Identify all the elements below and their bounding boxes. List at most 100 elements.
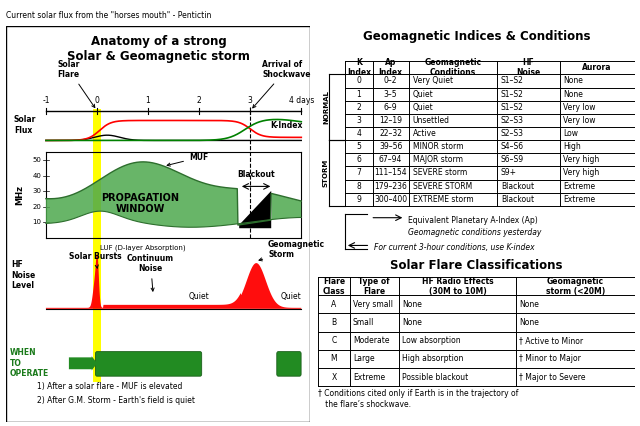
Text: 4 days: 4 days [289,96,314,105]
FancyArrow shape [69,356,97,371]
Text: 10: 10 [33,219,42,225]
Text: X: X [332,372,337,382]
Text: Quiet: Quiet [413,89,433,98]
Polygon shape [46,254,301,309]
Text: PROPAGATION
WINDOW: PROPAGATION WINDOW [101,193,179,214]
Text: 50: 50 [33,157,42,163]
Text: Solar Bursts: Solar Bursts [69,252,122,268]
Polygon shape [46,162,239,227]
Text: Flare
Class: Flare Class [323,276,345,296]
Text: 22–32: 22–32 [379,129,402,138]
Text: S2–S3: S2–S3 [501,116,524,125]
Text: 2) After G.M. Storm - Earth's field is quiet: 2) After G.M. Storm - Earth's field is q… [37,396,195,405]
Text: 0: 0 [356,76,361,86]
Text: None: None [519,300,539,309]
Text: † Major to Severe: † Major to Severe [519,372,586,382]
Text: Current solar flux from the "horses mouth" - Pentictin: Current solar flux from the "horses mout… [6,11,212,20]
Text: Quiet: Quiet [281,292,301,301]
Text: 0–2: 0–2 [384,76,397,86]
Text: 2: 2 [356,103,361,112]
Text: Type of
Flare: Type of Flare [358,276,390,296]
Text: Equivalent Planetary A-Index (Ap): Equivalent Planetary A-Index (Ap) [408,216,538,225]
Text: M: M [331,354,337,363]
Text: C: C [332,336,337,345]
Text: K-Index: K-Index [271,121,303,130]
Text: 1) After a solar flare - MUF is elevated: 1) After a solar flare - MUF is elevated [37,382,182,391]
Text: Aurora: Aurora [582,63,612,72]
Text: S2–S3: S2–S3 [501,129,524,138]
Text: 30: 30 [33,188,42,194]
Text: Very low: Very low [563,116,596,125]
Text: Geomagnetic
storm (<20M): Geomagnetic storm (<20M) [546,276,605,296]
Text: S1–S2: S1–S2 [501,89,524,98]
Text: Arrival of
Shockwave: Arrival of Shockwave [253,60,311,108]
Text: Very high: Very high [563,155,600,164]
Text: Blackout: Blackout [501,181,534,190]
Text: 67–94: 67–94 [379,155,403,164]
Text: Ap
Index: Ap Index [379,58,403,78]
Text: 5: 5 [356,142,361,151]
Text: S1–S2: S1–S2 [501,103,524,112]
Text: Large: Large [353,354,374,363]
Text: Geomagnetic
Conditions: Geomagnetic Conditions [424,58,481,78]
Text: Quiet: Quiet [189,292,209,301]
Text: None: None [563,76,583,86]
Text: Quiet: Quiet [413,103,433,112]
Text: S4–S6: S4–S6 [501,142,524,151]
Text: 3: 3 [248,96,253,105]
Text: HF
Noise
Level: HF Noise Level [11,260,35,290]
Text: Solar
Flare: Solar Flare [58,60,95,107]
Text: Geomagnetic
Storm: Geomagnetic Storm [259,240,325,261]
Text: 3: 3 [356,116,361,125]
Text: Extreme: Extreme [563,195,595,204]
FancyBboxPatch shape [276,351,301,376]
Text: 20: 20 [33,204,42,210]
Text: WHEN
TO
OPERATE: WHEN TO OPERATE [10,348,49,378]
Text: HF
Noise: HF Noise [516,58,540,78]
FancyBboxPatch shape [95,351,202,376]
Bar [93,109,101,382]
Text: None: None [402,300,422,309]
Text: 1: 1 [146,96,150,105]
Text: High: High [563,142,581,151]
Text: Moderate: Moderate [353,336,389,345]
Text: Active: Active [413,129,436,138]
Text: None: None [563,89,583,98]
Text: 111–154: 111–154 [374,168,407,178]
Text: A: A [332,300,337,309]
Text: Small: Small [353,318,374,327]
Text: 39–56: 39–56 [379,142,403,151]
Text: 4: 4 [356,129,361,138]
Text: LUF (D-layer Absorption): LUF (D-layer Absorption) [100,245,186,251]
Text: Extreme: Extreme [563,181,595,190]
Text: Solar Flare Classifications: Solar Flare Classifications [390,259,563,272]
Text: SEVERE storm: SEVERE storm [413,168,467,178]
Text: 40: 40 [33,173,42,178]
Text: High absorption: High absorption [402,354,463,363]
Text: 2: 2 [196,96,202,105]
Text: 6–9: 6–9 [384,103,397,112]
Text: Blackout: Blackout [237,170,275,179]
Text: K
Index: K Index [347,58,371,78]
Text: B: B [332,318,337,327]
Text: † Minor to Major: † Minor to Major [519,354,581,363]
Text: MUF: MUF [167,153,208,166]
Text: SEVERE STORM: SEVERE STORM [413,181,472,190]
Text: 3–5: 3–5 [384,89,397,98]
Text: Solar
Flux: Solar Flux [14,115,36,135]
Text: None: None [402,318,422,327]
Text: EXTREME storm: EXTREME storm [413,195,473,204]
Text: None: None [519,318,539,327]
Text: MINOR storm: MINOR storm [413,142,463,151]
Polygon shape [239,191,271,228]
Text: 1: 1 [356,89,361,98]
Text: Continuum
Noise: Continuum Noise [127,254,174,291]
Text: † Conditions cited only if Earth is in the trajectory of
   the flare’s shockwav: † Conditions cited only if Earth is in t… [318,389,518,409]
Text: Very Quiet: Very Quiet [413,76,452,86]
Text: S9+: S9+ [501,168,517,178]
Text: -1: -1 [42,96,50,105]
Text: Geomagnetic conditions yesterday: Geomagnetic conditions yesterday [408,227,541,236]
Text: STORM: STORM [323,159,329,187]
Text: For current 3-hour conditions, use K-index: For current 3-hour conditions, use K-ind… [374,244,534,253]
Polygon shape [272,193,301,219]
